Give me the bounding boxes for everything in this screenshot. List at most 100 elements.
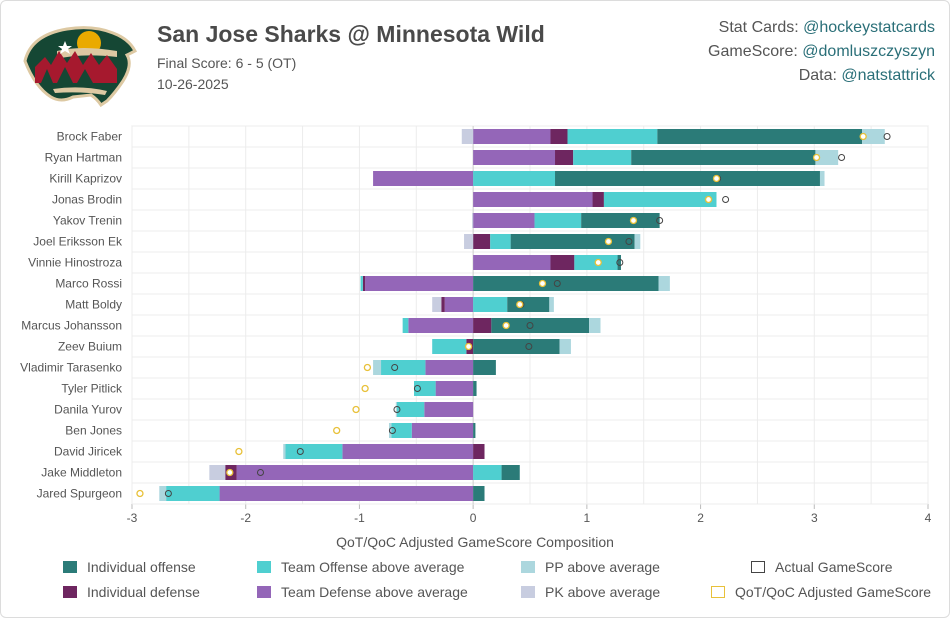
credit-handle-hockeystatcards[interactable]: @hockeystatcards — [803, 19, 935, 36]
credit-handle-natstattrick[interactable]: @natstattrick — [841, 67, 935, 84]
legend-individual-offense: Individual offense — [63, 559, 196, 575]
adjusted-gamescore-marker — [363, 363, 372, 372]
credit-gamescore: GameScore: @domluszczyszyn — [708, 43, 935, 61]
bar-ind-def — [592, 192, 604, 207]
credit-handle-domluszczyszyn[interactable]: @domluszczyszyn — [802, 43, 935, 60]
actual-gamescore-marker — [722, 196, 730, 203]
bar-team-off — [402, 318, 409, 333]
bar-pp — [159, 486, 167, 501]
actual-gamescore-marker — [256, 469, 264, 476]
y-tick-label: Vinnie Hinostroza — [28, 256, 122, 270]
x-axis-label: QoT/QoC Adjusted GameScore Composition — [336, 534, 614, 550]
x-tick-label: 4 — [925, 511, 932, 525]
legend-actual-gamescore: Actual GameScore — [751, 559, 893, 575]
bar-team-off — [473, 465, 502, 480]
y-tick-label: Yakov Trenin — [53, 214, 122, 228]
x-tick-label: -1 — [354, 511, 365, 525]
actual-gamescore-marker — [883, 133, 891, 140]
bar-team-off — [473, 297, 508, 312]
bar-team-def — [473, 255, 551, 270]
legend-label: Team Defense above average — [281, 584, 468, 600]
legend-label: Actual GameScore — [775, 559, 893, 575]
adjusted-gamescore-marker — [516, 300, 524, 309]
y-tick-label: Brock Faber — [57, 130, 122, 144]
bar-pp — [373, 360, 382, 375]
bar-ind-off — [473, 339, 560, 354]
adjusted-gamescore-marker — [812, 153, 821, 162]
legend-adjusted-gamescore: QoT/QoC Adjusted GameScore — [711, 584, 931, 600]
y-tick-label: Ryan Hartman — [45, 151, 122, 165]
adjusted-gamescore-marker — [352, 405, 360, 414]
bar-team-def — [473, 150, 556, 165]
actual-gamescore-marker — [391, 364, 399, 371]
adjusted-gamescore-marker — [859, 132, 867, 141]
adjusted-gamescore-marker — [712, 174, 721, 183]
bar-team-off — [391, 423, 412, 438]
bar-team-off — [285, 444, 343, 459]
bar-team-off — [396, 402, 425, 417]
x-tick-label: -3 — [127, 511, 138, 525]
y-tick-label: Marco Rossi — [55, 277, 122, 291]
legend-swatch — [63, 561, 77, 573]
chart-title: San Jose Sharks @ Minnesota Wild — [157, 21, 545, 47]
y-tick-label: Tyler Pitlick — [61, 382, 123, 396]
legend-swatch — [711, 586, 725, 598]
bar-layer — [159, 129, 885, 501]
legend-swatch — [521, 561, 535, 573]
bar-pp — [589, 318, 601, 333]
adjusted-gamescore-marker — [333, 426, 341, 435]
legend-team-defense: Team Defense above average — [257, 584, 468, 600]
y-tick-label: Marcus Johansson — [21, 319, 122, 333]
credit-label: Data: — [798, 67, 842, 84]
x-tick-label: 0 — [470, 511, 477, 525]
bar-team-def — [424, 402, 474, 417]
bar-ind-off — [555, 171, 820, 186]
bar-pp — [283, 444, 286, 459]
bar-pp — [862, 129, 885, 144]
bar-team-def — [342, 444, 474, 459]
bar-ind-def — [441, 297, 445, 312]
actual-gamescore-marker — [616, 259, 624, 266]
actual-gamescore-marker — [525, 343, 533, 350]
y-tick-label: Jared Spurgeon — [37, 487, 122, 501]
bar-ind-def — [473, 318, 492, 333]
y-tick-label: Joel Eriksson Ek — [33, 235, 123, 249]
bar-ind-off — [657, 129, 863, 144]
adjusted-gamescore-marker — [538, 279, 547, 288]
credit-label: GameScore: — [708, 43, 803, 60]
bar-ind-def — [550, 255, 575, 270]
bar-team-off — [166, 486, 220, 501]
bar-team-off — [360, 276, 363, 291]
adjusted-gamescore-marker — [604, 237, 613, 246]
bar-ind-off — [473, 381, 477, 396]
bar-pp — [658, 276, 670, 291]
bar-team-def — [219, 486, 474, 501]
bar-team-off — [473, 171, 556, 186]
bar-ind-off — [501, 465, 520, 480]
bar-team-def — [425, 360, 474, 375]
actual-gamescore-marker — [164, 490, 172, 497]
bar-ind-def — [473, 234, 491, 249]
bar-ind-def — [473, 444, 485, 459]
bar-team-off — [381, 360, 426, 375]
y-tick-label: Ben Jones — [65, 424, 122, 438]
bar-team-def — [373, 171, 474, 186]
adjusted-gamescore-marker — [235, 447, 243, 456]
credit-stat-cards: Stat Cards: @hockeystatcards — [719, 19, 935, 37]
bar-ind-off — [581, 213, 660, 228]
bar-ind-def — [555, 150, 574, 165]
adjusted-gamescore-marker — [502, 321, 510, 330]
bar-ind-off — [473, 276, 659, 291]
adjusted-gamescore-marker — [136, 489, 144, 498]
adjusted-gamescore-marker — [594, 258, 602, 267]
legend-swatch — [751, 561, 765, 573]
bar-pp — [549, 297, 554, 312]
x-tick-label: -2 — [240, 511, 251, 525]
bar-team-def — [435, 381, 474, 396]
bar-pp — [819, 171, 825, 186]
credit-data: Data: @natstattrick — [799, 67, 935, 85]
bar-team-def — [411, 423, 474, 438]
bar-ind-off — [510, 234, 635, 249]
bar-ind-off — [473, 423, 476, 438]
